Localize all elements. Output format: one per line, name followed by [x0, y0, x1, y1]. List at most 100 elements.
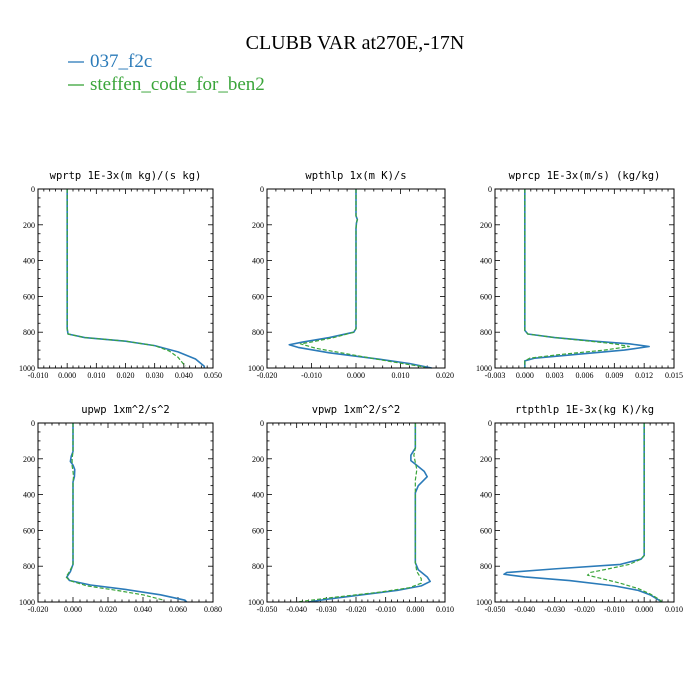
- x-tick-label: 0.040: [175, 371, 193, 380]
- y-tick-label: 400: [480, 491, 492, 500]
- x-tick-label: 0.020: [436, 371, 454, 380]
- chart-panel: upwp 1xm^2/s^2 -0.020 0.000 0.020 0.040 0.060…: [19, 404, 222, 614]
- y-tick-label: 800: [23, 562, 35, 571]
- x-tick-label: 0.020: [117, 371, 135, 380]
- y-tick-label: 0: [488, 185, 492, 194]
- x-tick-label: -0.020: [257, 371, 278, 380]
- series-line-green: [524, 189, 630, 368]
- y-tick-label: 0: [260, 419, 264, 428]
- y-tick-label: 800: [480, 562, 492, 571]
- y-tick-label: 200: [480, 221, 492, 230]
- x-tick-label: 0.012: [635, 371, 653, 380]
- x-tick-label: 0.003: [546, 371, 564, 380]
- x-tick-label: -0.010: [375, 605, 396, 614]
- series-line-blue: [66, 423, 188, 603]
- y-tick-label: 800: [252, 328, 264, 337]
- y-tick-label: 0: [31, 185, 35, 194]
- y-tick-label: 1000: [19, 598, 35, 607]
- panel-title: upwp 1xm^2/s^2: [81, 404, 170, 416]
- panel-title: wpthlp 1x(m K)/s: [305, 170, 406, 182]
- x-tick-label: -0.030: [544, 605, 565, 614]
- y-tick-label: 800: [23, 328, 35, 337]
- series-line-green: [586, 423, 663, 603]
- chart-panel: wprcp 1E-3x(m/s) (kg/kg) -0.003 0.000 0.003…: [476, 170, 683, 380]
- y-tick-label: 600: [252, 526, 264, 535]
- series-line-blue: [288, 189, 432, 369]
- y-tick-label: 200: [480, 455, 492, 464]
- y-tick-label: 200: [252, 455, 264, 464]
- y-tick-label: 600: [480, 292, 492, 301]
- panel-title: wprcp 1E-3x(m/s) (kg/kg): [509, 170, 661, 182]
- y-tick-label: 200: [23, 455, 35, 464]
- y-tick-label: 0: [260, 185, 264, 194]
- y-tick-label: 800: [480, 328, 492, 337]
- x-tick-label: 0.020: [99, 605, 117, 614]
- series-line-green: [66, 189, 186, 367]
- panel-title: rtpthlp 1E-3x(kg K)/kg: [515, 404, 654, 416]
- y-tick-label: 400: [23, 257, 35, 266]
- y-tick-label: 1000: [476, 598, 492, 607]
- y-tick-label: 600: [23, 292, 35, 301]
- y-tick-label: 600: [23, 526, 35, 535]
- chart-panel: vpwp 1xm^2/s^2 -0.050 -0.040 -0.030 -0.020 -0…: [248, 404, 454, 614]
- x-tick-label: -0.050: [485, 605, 506, 614]
- plot-frame: [37, 422, 214, 603]
- x-tick-label: 0.010: [665, 605, 683, 614]
- x-tick-label: 0.060: [169, 605, 187, 614]
- x-tick-label: 0.010: [436, 605, 454, 614]
- panels: wprtp 1E-3x(m kg)/(s kg) -0.010 0.000 0.010…: [19, 170, 683, 614]
- series-line-blue: [66, 189, 206, 368]
- chart-panel: wpthlp 1x(m K)/s -0.020 -0.010 0.000 0.010 0.…: [248, 170, 454, 380]
- y-tick-label: 1000: [248, 598, 264, 607]
- x-tick-label: 0.006: [576, 371, 594, 380]
- y-tick-label: 1000: [248, 364, 264, 373]
- y-tick-label: 600: [480, 526, 492, 535]
- x-tick-label: 0.009: [605, 371, 623, 380]
- y-tick-label: 200: [252, 221, 264, 230]
- x-tick-label: 0.000: [347, 371, 365, 380]
- series-line-blue: [308, 423, 431, 603]
- panel-title: vpwp 1xm^2/s^2: [312, 404, 401, 416]
- series-line-green: [299, 189, 426, 368]
- x-tick-label: 0.000: [64, 605, 82, 614]
- chart-panel: wprtp 1E-3x(m kg)/(s kg) -0.010 0.000 0.010…: [19, 170, 222, 380]
- series-line-green: [296, 423, 422, 603]
- plot-frame: [494, 422, 675, 603]
- plot-frame: [494, 188, 675, 369]
- y-tick-label: 200: [23, 221, 35, 230]
- figure-title: CLUBB VAR at270E,-17N: [246, 32, 465, 54]
- plot-frame: [37, 188, 214, 369]
- y-tick-label: 400: [480, 257, 492, 266]
- x-tick-label: -0.010: [28, 371, 49, 380]
- chart-panel: rtpthlp 1E-3x(kg K)/kg -0.050 -0.040 -0.030…: [476, 404, 683, 614]
- panel-title: wprtp 1E-3x(m kg)/(s kg): [50, 170, 202, 182]
- legend-label: steffen_code_for_ben2: [90, 74, 265, 95]
- x-tick-label: 0.010: [392, 371, 410, 380]
- y-tick-label: 400: [23, 491, 35, 500]
- y-tick-label: 0: [488, 419, 492, 428]
- y-tick-label: 400: [252, 257, 264, 266]
- x-tick-label: -0.050: [257, 605, 278, 614]
- y-tick-label: 800: [252, 562, 264, 571]
- legend-label: 037_f2c: [90, 51, 152, 72]
- x-tick-label: 0.000: [406, 605, 424, 614]
- series-line-green: [65, 423, 165, 601]
- y-tick-label: 400: [252, 491, 264, 500]
- x-tick-label: -0.020: [28, 605, 49, 614]
- x-tick-label: 0.080: [204, 605, 222, 614]
- y-tick-label: 600: [252, 292, 264, 301]
- y-tick-label: 0: [31, 419, 35, 428]
- x-tick-label: 0.000: [58, 371, 76, 380]
- plot-frame: [266, 188, 446, 369]
- x-tick-label: 0.030: [146, 371, 164, 380]
- y-tick-label: 1000: [19, 364, 35, 373]
- x-tick-label: -0.010: [604, 605, 625, 614]
- series-line-blue: [503, 423, 663, 603]
- x-tick-label: -0.010: [301, 371, 322, 380]
- x-tick-label: -0.020: [346, 605, 367, 614]
- x-tick-label: -0.040: [286, 605, 307, 614]
- y-tick-label: 1000: [476, 364, 492, 373]
- x-tick-label: -0.003: [485, 371, 506, 380]
